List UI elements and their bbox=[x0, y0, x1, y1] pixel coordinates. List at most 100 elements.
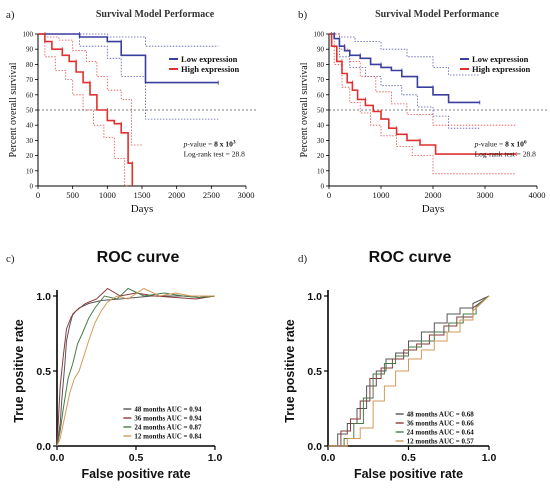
pvalue-exponent: 6 bbox=[524, 139, 527, 145]
y-tick-label: 0.5 bbox=[307, 366, 322, 378]
pvalue-mid: -value = bbox=[187, 139, 214, 148]
y-tick-label: 0.0 bbox=[307, 441, 322, 453]
y-tick-label: 60 bbox=[26, 91, 34, 99]
legend-entry: Low expression bbox=[181, 54, 238, 64]
x-axis-label: False positive rate bbox=[354, 467, 463, 481]
y-tick-label: 10 bbox=[26, 167, 34, 175]
ci-upper-line bbox=[38, 33, 219, 47]
pvalue-prefix: p bbox=[183, 139, 188, 148]
x-tick-label: 3000 bbox=[238, 190, 255, 200]
series-line bbox=[329, 33, 517, 155]
x-tick-label: 1000 bbox=[373, 190, 390, 200]
legend-entry: 12 months AUC = 0.57 bbox=[407, 438, 475, 446]
roc-series-line bbox=[56, 287, 215, 447]
roc-series-line bbox=[56, 287, 216, 447]
pvalue-annotation: p-value = 8 x 103 bbox=[183, 139, 236, 148]
legend-entry: 12 months AUC = 0.84 bbox=[134, 433, 202, 441]
ci-lower-line bbox=[329, 33, 480, 129]
panel-label: a) bbox=[6, 9, 15, 21]
y-tick-label: 50 bbox=[317, 107, 325, 115]
y-tick-label: 90 bbox=[317, 46, 325, 54]
x-axis-label: Days bbox=[131, 203, 154, 215]
y-tick-label: 10 bbox=[317, 167, 325, 175]
y-axis-label: True positive rate bbox=[283, 319, 297, 423]
ci-upper-line bbox=[329, 33, 480, 76]
y-tick-label: 20 bbox=[317, 152, 325, 160]
ci-upper-line bbox=[329, 33, 517, 126]
ci-lower-line bbox=[38, 33, 129, 187]
legend-entry: Low expression bbox=[472, 54, 529, 64]
x-axis-label: False positive rate bbox=[81, 467, 190, 481]
pvalue-prefix: p bbox=[474, 139, 479, 148]
panel-label: c) bbox=[6, 253, 15, 265]
chart-title: ROC curve bbox=[369, 249, 452, 266]
logrank-annotation: Log-rank test = 28.8 bbox=[475, 149, 537, 158]
roc-series-line bbox=[56, 295, 216, 447]
y-tick-label: 70 bbox=[26, 76, 34, 84]
pvalue-exponent: 3 bbox=[233, 139, 236, 145]
legend-entry: 36 months AUC = 0.66 bbox=[407, 420, 475, 428]
y-tick-label: 20 bbox=[26, 152, 34, 160]
ci-lower-line bbox=[329, 33, 517, 175]
y-tick-label: 0 bbox=[30, 183, 34, 191]
chart-title: Survival Model Performance bbox=[375, 9, 499, 20]
chart-title: ROC curve bbox=[97, 249, 180, 266]
roc-series-line bbox=[328, 295, 490, 447]
pvalue-annotation: p-value = 8 x 106 bbox=[474, 139, 527, 148]
pvalue-value: 8 x 10 bbox=[505, 139, 524, 148]
pvalue-value: 8 x 10 bbox=[214, 139, 233, 148]
legend-entry: 24 months AUC = 0.87 bbox=[134, 424, 202, 432]
roc-panel-c: c) ROC curve 0.00.0 0.5 0.5 1.0 1.0 False posit… bbox=[6, 249, 222, 481]
y-tick-label: 50 bbox=[26, 107, 34, 115]
x-tick-label: 0.5 bbox=[129, 452, 144, 464]
y-axis-label: Percent overall survival bbox=[8, 62, 19, 157]
series-line bbox=[329, 33, 480, 104]
x-tick-label: 0 bbox=[327, 190, 331, 200]
legend-entry: 24 months AUC = 0.64 bbox=[407, 429, 475, 437]
roc-series-line bbox=[328, 295, 490, 447]
x-tick-label: 0 bbox=[36, 190, 40, 200]
y-tick-label: 100 bbox=[314, 31, 325, 39]
chart-title: Survival Model Performace bbox=[96, 9, 215, 20]
ci-lower-line bbox=[38, 33, 219, 120]
y-tick-label: 0.0 bbox=[36, 441, 51, 453]
legend-entry: High expression bbox=[472, 64, 530, 74]
logrank-annotation: Log-rank test = 28.8 bbox=[184, 149, 246, 158]
y-tick-label: 80 bbox=[317, 61, 325, 69]
x-tick-label: 3000 bbox=[477, 190, 494, 200]
legend-entry: 36 months AUC = 0.94 bbox=[134, 415, 202, 423]
y-tick-label: 30 bbox=[26, 137, 34, 145]
x-tick-label: 1.0 bbox=[208, 452, 223, 464]
x-tick-label: 1000 bbox=[99, 190, 116, 200]
y-tick-label: 80 bbox=[26, 61, 34, 69]
y-tick-label: 60 bbox=[317, 91, 325, 99]
x-tick-label: 0.0 bbox=[50, 452, 65, 464]
x-tick-label: 1500 bbox=[134, 190, 151, 200]
y-tick-label: 90 bbox=[26, 46, 34, 54]
panel-label: d) bbox=[298, 253, 308, 265]
ci-upper-line bbox=[38, 33, 142, 146]
y-axis-label: True positive rate bbox=[12, 319, 26, 423]
x-tick-label: 4000 bbox=[529, 190, 546, 200]
y-tick-label: 40 bbox=[26, 122, 34, 130]
legend-entry: High expression bbox=[181, 64, 239, 74]
y-tick-label: 0.5 bbox=[36, 366, 51, 378]
legend-entry: 48 months AUC = 0.94 bbox=[134, 406, 202, 414]
y-tick-label: 70 bbox=[317, 76, 325, 84]
y-tick-label: 1.0 bbox=[307, 291, 322, 303]
roc-series-line bbox=[328, 295, 490, 447]
y-tick-label: 100 bbox=[23, 31, 34, 39]
y-tick-label: 40 bbox=[317, 122, 325, 130]
roc-panel-d: d) ROC curve 0.00.0 0.5 0.5 1.0 1.0 False posit… bbox=[283, 249, 496, 481]
x-tick-label: 2000 bbox=[168, 190, 185, 200]
x-axis-label: Days bbox=[422, 203, 445, 215]
y-tick-label: 30 bbox=[317, 137, 325, 145]
pvalue-mid: -value = bbox=[478, 139, 505, 148]
x-tick-label: 1.0 bbox=[482, 452, 497, 464]
y-tick-label: 1.0 bbox=[36, 291, 51, 303]
x-tick-label: 2500 bbox=[203, 190, 220, 200]
panel-label: b) bbox=[298, 9, 308, 21]
